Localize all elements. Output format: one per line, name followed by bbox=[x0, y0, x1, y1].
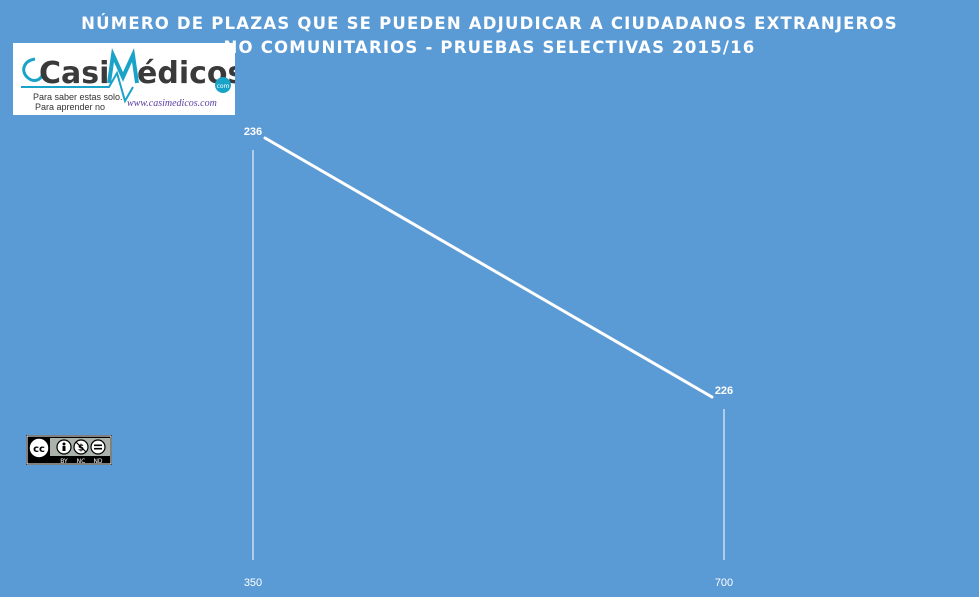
chart-title-line-1: NÚMERO DE PLAZAS QUE SE PUEDEN ADJUDICAR… bbox=[81, 14, 898, 33]
data-label-1: 226 bbox=[715, 385, 733, 397]
x-tick-label-0: 350 bbox=[244, 577, 262, 589]
logo-brand-left: Casi bbox=[39, 56, 109, 91]
logo-tagline-2: Para aprender no bbox=[35, 102, 105, 112]
stethoscope-icon bbox=[22, 57, 45, 82]
svg-text:$: $ bbox=[78, 444, 84, 454]
license-label-by: BY bbox=[60, 458, 68, 465]
chart-title-line-2: NO COMUNITARIOS - PRUEBAS SELECTIVAS 201… bbox=[223, 38, 756, 57]
svg-text:cc: cc bbox=[33, 444, 45, 455]
license-label-nd: ND bbox=[93, 458, 102, 465]
casimedicos-logo-graphic: Casi édicos com Para saber estas solo. P… bbox=[21, 47, 235, 112]
logo-url: www.casimedicos.com bbox=[127, 98, 217, 109]
data-label-0: 236 bbox=[244, 126, 262, 138]
cc-by-nc-nd-icon: cc $ BY NC ND bbox=[26, 435, 112, 465]
nd-icon bbox=[90, 439, 106, 455]
license-label-nc: NC bbox=[77, 458, 86, 465]
logo-m-letter-icon bbox=[107, 47, 139, 84]
creative-commons-badge: cc $ BY NC ND bbox=[26, 435, 112, 465]
chart-title: NÚMERO DE PLAZAS QUE SE PUEDEN ADJUDICAR… bbox=[0, 12, 979, 60]
logo-tagline-1: Para saber estas solo. bbox=[33, 92, 123, 102]
casimedicos-logo: Casi édicos com Para saber estas solo. P… bbox=[13, 43, 235, 115]
series-line bbox=[263, 136, 714, 399]
logo-com-badge bbox=[215, 77, 231, 93]
x-tick-label-1: 700 bbox=[715, 577, 733, 589]
heartbeat-line-icon bbox=[21, 70, 134, 104]
logo-com-text: com bbox=[217, 83, 230, 90]
cc-icon bbox=[28, 437, 50, 459]
